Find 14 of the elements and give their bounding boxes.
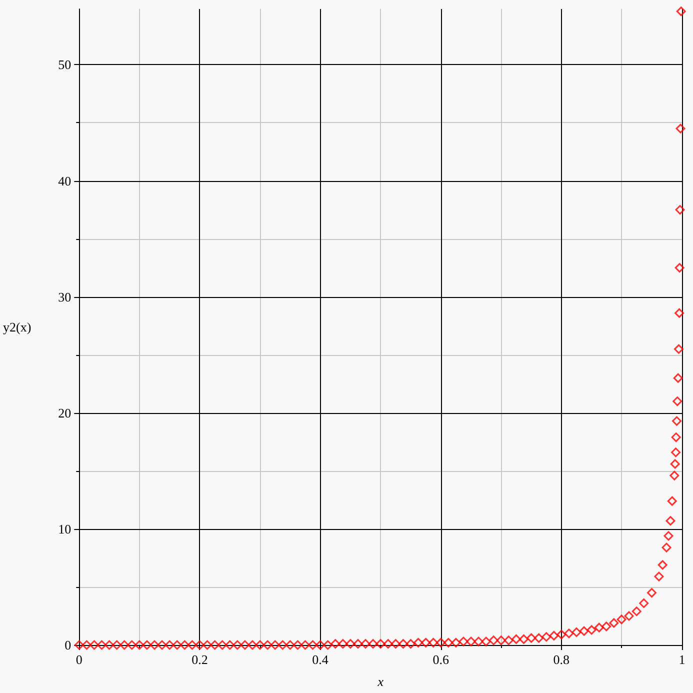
x-tick-label: 0.4 [312, 652, 329, 667]
x-tick-label: 1 [678, 652, 686, 667]
y-tick-label: 50 [58, 57, 72, 72]
y-tick-label: 40 [58, 173, 72, 188]
x-axis-title: x [376, 674, 384, 689]
y-tick-label: 0 [64, 638, 72, 652]
y-tick-label: 20 [58, 405, 72, 420]
y-tick-label: 10 [58, 521, 72, 536]
y-tick-label: 30 [58, 289, 72, 304]
x-tick-label: 0.2 [192, 652, 208, 667]
x-tick-label: 0.6 [432, 652, 450, 667]
y-axis-title: y2(x) [2, 320, 32, 334]
x-tick-label: 0.8 [553, 652, 570, 667]
x-tick-label: 0 [76, 652, 82, 667]
